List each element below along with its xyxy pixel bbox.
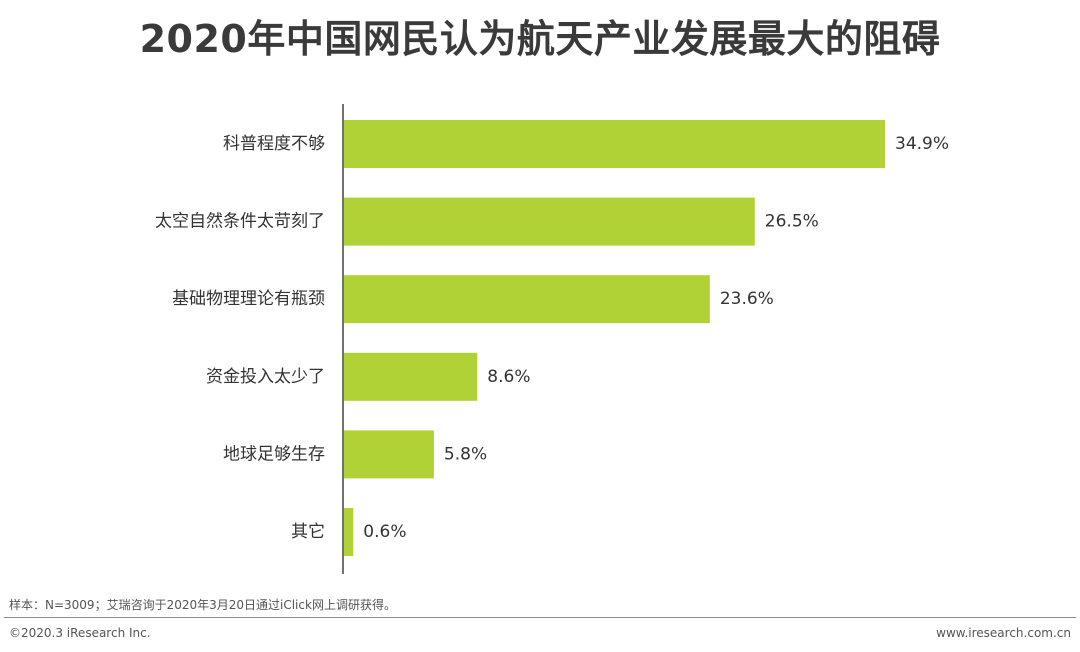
copyright-text: ©2020.3 iResearch Inc.: [9, 626, 151, 640]
bar: [344, 430, 434, 479]
category-label: 地球足够生存: [223, 444, 325, 464]
chart-title: 2020年中国网民认为航天产业发展最大的阻碍: [139, 17, 941, 61]
website-text: www.iresearch.com.cn: [936, 626, 1071, 640]
bar: [344, 275, 710, 324]
value-label: 5.8%: [444, 444, 487, 464]
bar: [344, 352, 478, 401]
category-label: 其它: [291, 522, 325, 542]
sample-note: 样本：N=3009；艾瑞咨询于2020年3月20日通过iClick网上调研获得。: [9, 598, 396, 612]
category-label: 资金投入太少了: [206, 367, 325, 387]
bar: [344, 120, 885, 168]
category-label: 太空自然条件太苛刻了: [155, 212, 325, 232]
bar: [344, 508, 354, 556]
category-label: 基础物理理论有瓶颈: [172, 289, 325, 309]
value-label: 23.6%: [720, 289, 774, 309]
footer-divider: [4, 617, 1076, 618]
category-label: 科普程度不够: [223, 134, 325, 154]
value-label: 34.9%: [895, 134, 949, 154]
value-label: 8.6%: [487, 367, 530, 387]
value-label: 0.6%: [363, 522, 406, 542]
bar: [344, 197, 755, 246]
value-label: 26.5%: [765, 212, 819, 232]
